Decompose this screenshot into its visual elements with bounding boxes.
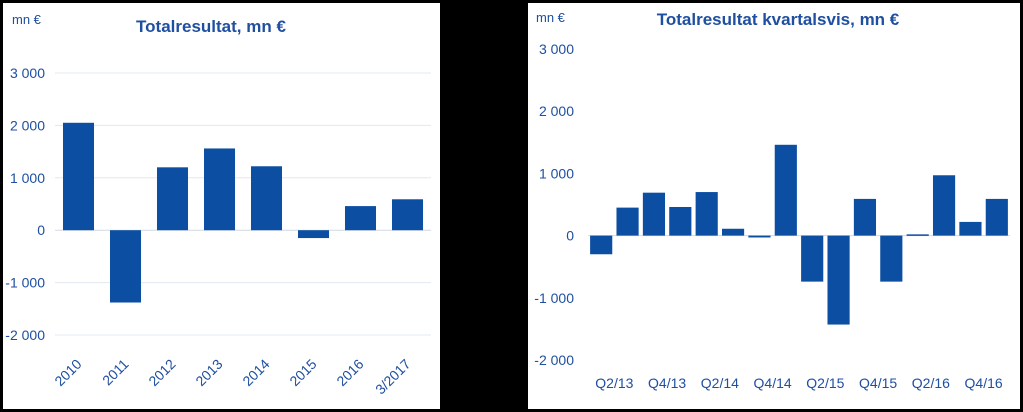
bar-Q1/14 (669, 206, 692, 236)
bar-3/2017 (391, 199, 424, 231)
x-tick-label: Q2/16 (912, 375, 950, 391)
y-tick-label: 2 000 (539, 103, 574, 119)
annual-chart: Totalresultat, mn € mn € 3 000 2 000 1 000… (5, 12, 431, 398)
x-tick-label: 2011 (99, 356, 132, 389)
annual-chart-panel: Totalresultat, mn € mn € 3 000 2 000 1 000… (3, 3, 440, 409)
bar-2011 (109, 230, 142, 303)
chart-title: Totalresultat, mn € (136, 17, 286, 36)
bar-Q1/15 (774, 144, 797, 236)
x-tick-label: Q4/14 (754, 375, 792, 391)
x-tick-label: 2012 (145, 356, 178, 389)
y-tick-label: -2 000 (534, 352, 574, 368)
x-tick-label: 2013 (192, 356, 225, 389)
bar-Q3/15 (827, 235, 850, 325)
bar-Q3/14 (721, 228, 745, 236)
bar-Q4/15 (853, 198, 877, 236)
y-tick-label: 1 000 (539, 165, 574, 181)
x-tick-label: Q2/14 (701, 375, 739, 391)
bar-Q1/16 (880, 235, 903, 282)
y-tick-label: 3 000 (10, 65, 45, 81)
y-tick-label: -1 000 (534, 290, 574, 306)
y-tick-label: -2 000 (5, 327, 45, 343)
x-tick-label: Q2/13 (595, 375, 633, 391)
quarterly-chart-panel: Totalresultat kvartalsvis, mn € mn € 3 0… (528, 3, 1020, 409)
bar-Q4/16 (959, 221, 982, 236)
bar-Q4/13 (642, 192, 666, 236)
y-unit-label: mn € (536, 10, 566, 25)
y-tick-label: 0 (37, 222, 45, 238)
bar-2010 (62, 122, 95, 231)
bar-2013 (203, 148, 236, 231)
y-unit-label: mn € (12, 12, 42, 27)
bar-2014 (250, 166, 283, 231)
bar-Q1/17 (985, 198, 1008, 236)
x-tick-label: Q4/16 (965, 375, 1003, 391)
x-tick-label: Q2/15 (806, 375, 844, 391)
x-tick-label: 2015 (286, 356, 319, 389)
bar-Q2/16 (906, 234, 929, 236)
y-tick-label: 0 (566, 228, 574, 244)
y-tick-label: 1 000 (10, 170, 45, 186)
x-tick-label: 2014 (239, 356, 272, 389)
y-tick-label: 2 000 (10, 117, 45, 133)
bar-2015 (297, 230, 330, 239)
chart-title: Totalresultat kvartalsvis, mn € (657, 10, 900, 29)
x-tick-label: 2010 (51, 356, 84, 389)
bar-Q3/16 (932, 175, 956, 236)
x-tick-label: Q4/15 (859, 375, 897, 391)
x-tick-label: 2016 (333, 356, 366, 389)
quarterly-chart: Totalresultat kvartalsvis, mn € mn € 3 0… (534, 10, 1010, 391)
bar-Q2/14 (695, 192, 718, 236)
bar-Q2/15 (801, 235, 824, 282)
bar-Q4/14 (748, 235, 771, 238)
x-tick-label: 3/2017 (372, 356, 414, 398)
bar-2012 (156, 167, 189, 231)
y-tick-label: -1 000 (5, 275, 45, 291)
bar-Q3/13 (616, 207, 639, 236)
x-tick-label: Q4/13 (648, 375, 686, 391)
y-tick-label: 3 000 (539, 41, 574, 57)
bar-Q2/13 (590, 235, 613, 255)
bar-2016 (344, 206, 377, 231)
